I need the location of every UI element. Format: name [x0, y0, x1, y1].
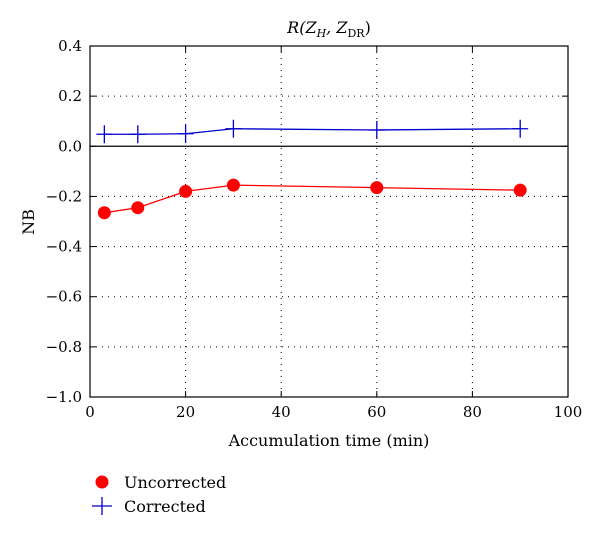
y-tick-label: −0.2 [46, 187, 82, 205]
title-main: R(Z [286, 18, 317, 37]
x-tick-label: 0 [85, 403, 95, 421]
data-point-corrected [368, 120, 385, 139]
data-point-uncorrected [97, 206, 111, 220]
grid [90, 46, 568, 397]
x-tick-label: 40 [272, 403, 291, 421]
chart-title: R(ZH, ZDR) [286, 18, 371, 40]
title-mid: , Z [326, 18, 348, 37]
title-sub2: DR [347, 27, 365, 40]
y-tick-label: −0.6 [46, 288, 82, 306]
filled-circle-icon [92, 472, 122, 492]
x-tick-label: 20 [176, 403, 195, 421]
plus-icon [92, 496, 122, 516]
data-point-corrected [512, 119, 529, 138]
x-tick-label: 80 [463, 403, 482, 421]
plot-frame [89, 45, 569, 398]
y-tick-label: 0.2 [58, 87, 82, 105]
x-tick-label: 100 [554, 403, 583, 421]
legend-item-uncorrected: Uncorrected [92, 470, 226, 494]
legend-label-uncorrected: Uncorrected [124, 472, 227, 492]
data-point-uncorrected [179, 184, 193, 198]
legend: Uncorrected Corrected [92, 470, 226, 518]
data-point-corrected [96, 125, 113, 144]
data-point-uncorrected [370, 181, 384, 195]
legend-item-corrected: Corrected [92, 494, 226, 518]
axis-ticks: 0 20 40 60 80 100 0.4 0.2 0.0 −0.2 −0.4 −0.6 −0.8 −1.… [46, 37, 583, 421]
chart: 0 20 40 60 80 100 0.4 0.2 0.0 −0.2 −0.4 −0.6 −0.8 −1.… [19, 18, 583, 450]
series-line-corrected [104, 128, 521, 135]
x-axis-title: Accumulation time (min) [228, 431, 430, 450]
y-axis-title: NB [19, 209, 38, 235]
y-tick-label: 0.4 [58, 37, 82, 55]
data-point-uncorrected [226, 178, 240, 192]
data-point-corrected [225, 119, 242, 138]
series [96, 119, 529, 220]
data-point-corrected [129, 125, 146, 144]
x-tick-label: 60 [367, 403, 386, 421]
y-tick-label: 0.0 [58, 137, 82, 155]
title-sub1: H [316, 27, 327, 40]
data-point-uncorrected [513, 183, 527, 197]
title-end: ) [365, 18, 371, 37]
legend-label-corrected: Corrected [124, 496, 206, 516]
y-tick-label: −0.4 [46, 238, 82, 256]
data-point-corrected [177, 124, 194, 143]
series-line-uncorrected [104, 184, 521, 214]
y-tick-label: −1.0 [46, 388, 82, 406]
y-tick-label: −0.8 [46, 338, 82, 356]
data-point-uncorrected [131, 201, 145, 215]
